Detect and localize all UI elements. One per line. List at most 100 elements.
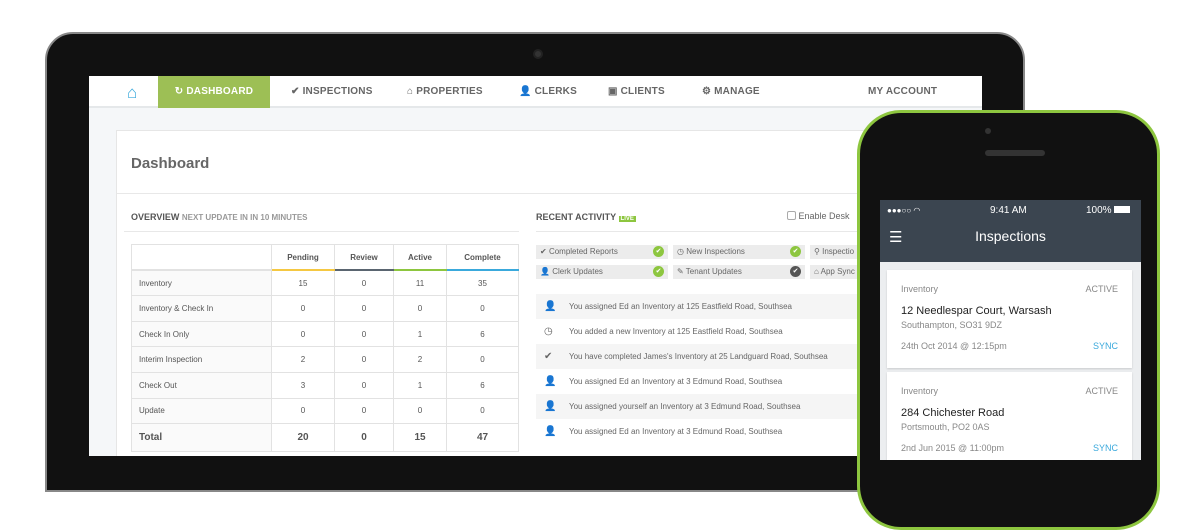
user-icon: 👤 xyxy=(544,401,557,412)
cell-value: 2 xyxy=(393,346,447,373)
sync-button[interactable]: SYNC xyxy=(1092,341,1118,351)
signal-icon: ●●●○○ xyxy=(887,206,912,215)
row-label: Interim Inspection xyxy=(131,346,272,373)
row-label: Update xyxy=(131,397,272,425)
table-row[interactable]: Check In Only 0 0 1 6 xyxy=(131,320,519,348)
check-circle-icon: ✔ xyxy=(653,246,664,257)
activity-item[interactable]: ✔ You have completed James's Inventory at… xyxy=(536,344,866,369)
table-row[interactable]: Check Out 3 0 1 6 xyxy=(131,371,519,399)
filter-icon: ✎ xyxy=(677,267,684,276)
cell-value: 11 xyxy=(393,269,447,297)
cell-value: 0 xyxy=(271,295,335,322)
card-status: ACTIVE xyxy=(1085,284,1118,294)
overview-table: Pending Review Active Complete Inventory 15 0… xyxy=(131,244,519,453)
phone-header: ●●●○○ ◠ 9:41 AM 100% ☰ Inspections xyxy=(880,200,1141,262)
page-title: Dashboard xyxy=(131,155,210,172)
inspection-card[interactable]: Inventory ACTIVE 284 Chichester Road Por… xyxy=(887,372,1132,460)
inspection-card[interactable]: Inventory ACTIVE 12 Needlespar Court, Wa… xyxy=(887,270,1132,368)
nav-properties[interactable]: ⌂ PROPERTIES xyxy=(407,86,483,97)
table-row[interactable]: Interim Inspection 2 0 2 0 xyxy=(131,346,519,373)
cell-value: 0 xyxy=(334,397,394,425)
cell-value: 0 xyxy=(271,397,335,425)
user-icon: 👤 xyxy=(544,301,557,312)
card-type: Inventory xyxy=(901,284,939,294)
cell-value: 2 xyxy=(271,346,335,373)
nav-clients[interactable]: ▣ CLIENTS xyxy=(608,86,665,97)
logo-icon[interactable]: ⌂ xyxy=(127,83,138,102)
screen-title: Inspections xyxy=(975,228,1046,244)
cell-value: 0 xyxy=(446,397,519,425)
filter-icon: 👤 xyxy=(540,267,550,276)
activity-item[interactable]: 👤 You assigned yourself an Inventory at 3… xyxy=(536,394,866,419)
card-area: Southampton, SO31 9DZ xyxy=(901,320,1003,330)
row-label: Inventory & Check In xyxy=(131,295,272,322)
top-nav: ⌂ ↻ DASHBOARD ✔ INSPECTIONS ⌂ PROPERTIES… xyxy=(89,76,982,108)
dashboard-card: Dashboard OVERVIEW NEXT UPDATE IN IN 10 … xyxy=(116,130,982,456)
cell-value: 0 xyxy=(271,320,335,348)
phone-camera-icon xyxy=(985,128,991,134)
nav-inspections[interactable]: ✔ INSPECTIONS xyxy=(291,86,373,97)
table-row[interactable]: Update 0 0 0 0 xyxy=(131,397,519,425)
status-time: 9:41 AM xyxy=(990,205,1027,216)
camera-icon xyxy=(533,49,543,59)
filter-chip[interactable]: ✔ Completed Reports ✔ xyxy=(536,245,668,259)
clock-icon: ◷ xyxy=(544,326,553,337)
phone-screen: ●●●○○ ◠ 9:41 AM 100% ☰ Inspections Inven… xyxy=(880,200,1141,460)
cell-value: 0 xyxy=(393,295,447,322)
battery-icon xyxy=(1114,206,1131,213)
activity-item[interactable]: 👤 You assigned Ed an Inventory at 125 Eas… xyxy=(536,294,866,319)
cell-value: 0 xyxy=(334,371,394,399)
user-icon: 👤 xyxy=(544,376,557,387)
card-address: 284 Chichester Road xyxy=(901,407,1005,419)
filter-chip[interactable]: 👤 Clerk Updates ✔ xyxy=(536,265,668,279)
card-date: 2nd Jun 2015 @ 11:00pm xyxy=(901,443,1005,453)
cell-value: 0 xyxy=(334,269,394,297)
check-circle-icon: ✔ xyxy=(790,246,801,257)
table-row[interactable]: Inventory 15 0 11 35 xyxy=(131,269,519,297)
sync-button[interactable]: SYNC xyxy=(1092,443,1118,453)
overview-heading: OVERVIEW NEXT UPDATE IN IN 10 MINUTES xyxy=(131,212,308,222)
cell-value: 0 xyxy=(393,397,447,425)
row-label: Inventory xyxy=(131,269,272,297)
cell-value: 0 xyxy=(334,320,394,348)
phone-speaker xyxy=(985,150,1045,156)
activity-item[interactable]: 👤 You assigned Ed an Inventory at 3 Edmun… xyxy=(536,419,866,444)
activity-list: 👤 You assigned Ed an Inventory at 125 Eas… xyxy=(536,294,866,456)
activity-item[interactable]: 👤 You assigned Ed an Inventory at 3 Edmun… xyxy=(536,369,866,394)
cell-value: 6 xyxy=(446,320,519,348)
table-row[interactable]: Inventory & Check In 0 0 0 0 xyxy=(131,295,519,322)
row-label: Check In Only xyxy=(131,320,272,348)
cell-value: 0 xyxy=(334,346,394,373)
nav-dashboard[interactable]: ↻ DASHBOARD xyxy=(158,76,270,108)
check-circle-icon: ✔ xyxy=(653,266,664,277)
wifi-icon: ◠ xyxy=(913,206,921,215)
cell-value: 0 xyxy=(334,295,394,322)
table-total-row: Total 20 0 15 47 xyxy=(131,423,519,453)
menu-icon[interactable]: ☰ xyxy=(889,229,903,246)
row-label: Check Out xyxy=(131,371,272,399)
nav-manage[interactable]: ⚙ MANAGE xyxy=(702,86,760,97)
battery-status: 100% xyxy=(1086,205,1131,216)
filter-icon: ◷ xyxy=(677,247,684,256)
nav-clerks[interactable]: 👤 CLERKS xyxy=(519,86,577,97)
live-badge: LIVE xyxy=(618,216,636,222)
filter-chip[interactable]: ◷ New Inspections ✔ xyxy=(673,245,805,259)
cell-value: 1 xyxy=(393,371,447,399)
card-type: Inventory xyxy=(901,386,939,396)
laptop-screen: ⌂ ↻ DASHBOARD ✔ INSPECTIONS ⌂ PROPERTIES… xyxy=(89,76,982,456)
user-icon: 👤 xyxy=(544,426,557,437)
cell-value: 6 xyxy=(446,371,519,399)
card-address: 12 Needlespar Court, Warsash xyxy=(901,305,1052,317)
nav-my-account[interactable]: MY ACCOUNT xyxy=(868,86,938,97)
card-date: 24th Oct 2014 @ 12:15pm xyxy=(901,341,1007,351)
cell-value: 35 xyxy=(446,269,519,297)
card-area: Portsmouth, PO2 0AS xyxy=(901,422,990,432)
cell-value: 15 xyxy=(271,269,335,297)
cell-value: 0 xyxy=(446,346,519,373)
activity-item[interactable]: ◷ You added a new Inventory at 125 Eastfi… xyxy=(536,319,866,344)
check-icon: ✔ xyxy=(544,351,553,362)
enable-desktop-checkbox[interactable]: Enable Desk xyxy=(787,211,850,221)
filter-icon: ⚲ xyxy=(814,247,820,256)
filter-chip[interactable]: ✎ Tenant Updates ✔ xyxy=(673,265,805,279)
cell-value: 0 xyxy=(446,295,519,322)
